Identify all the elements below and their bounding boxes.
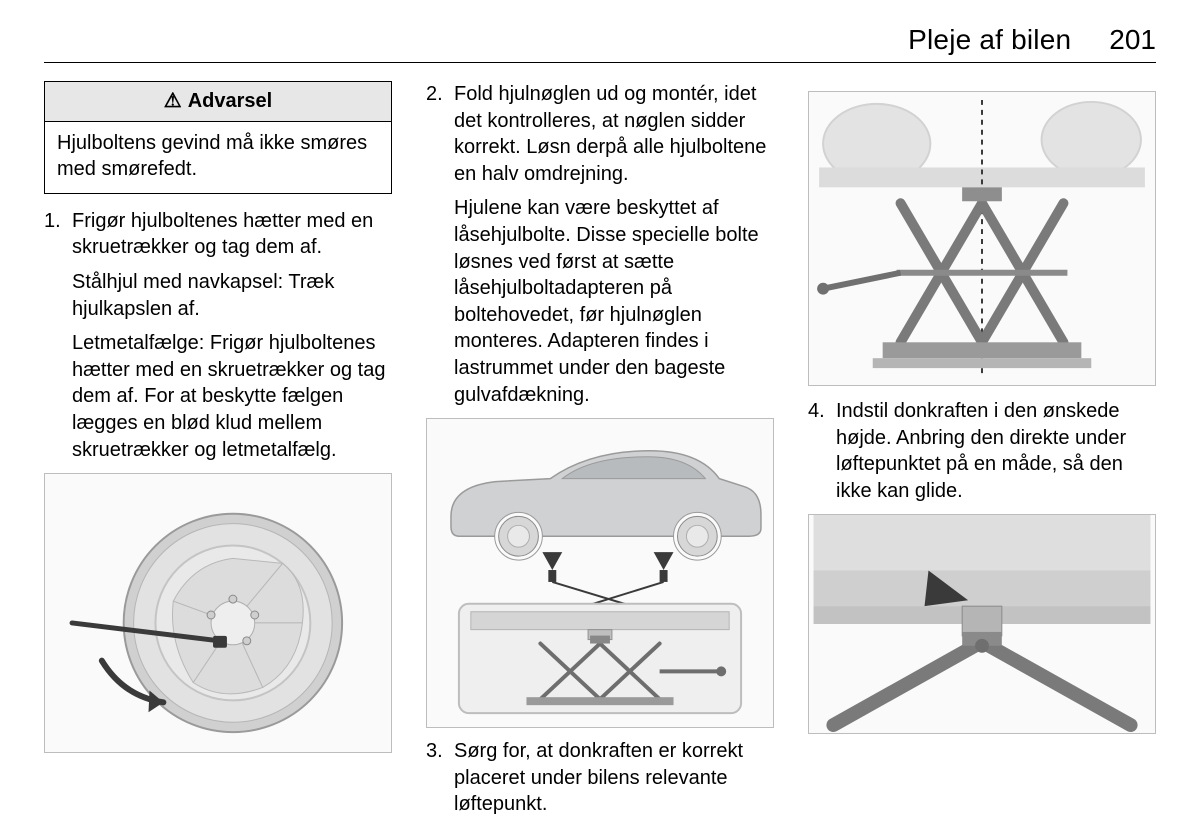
section-title: Pleje af bilen (908, 24, 1071, 56)
step-4-text: Indstil donkraften i den ønskede højde. … (836, 400, 1126, 502)
warning-icon: ⚠ (164, 90, 182, 112)
content-columns: ⚠ Advarsel Hjulboltens gevind må ikke smø… (44, 81, 1156, 826)
warning-box: ⚠ Advarsel Hjulboltens gevind må ikke smø… (44, 81, 392, 194)
column-1: ⚠ Advarsel Hjulboltens gevind må ikke smø… (44, 81, 392, 826)
step-2: Fold hjulnøglen ud og montér, idet det k… (426, 81, 774, 408)
steps-list-col2a: Fold hjulnøglen ud og montér, idet det k… (426, 81, 774, 408)
step-1-p3: Letmetalfælge: Frigør hjulboltenes hætte… (72, 330, 392, 463)
car-jack-points-illustration (427, 419, 773, 727)
jack-raised-illustration (809, 92, 1155, 385)
figure-tire-wrench (44, 473, 392, 753)
figure-jack-raised (808, 91, 1156, 386)
steps-list-col3: Indstil donkraften i den ønskede højde. … (808, 398, 1156, 504)
step-4: Indstil donkraften i den ønskede højde. … (808, 398, 1156, 504)
step-2-p2: Hjulene kan være beskyttet af låsehjulbo… (454, 195, 774, 408)
figure-car-jack-points (426, 418, 774, 728)
step-1-text: Frigør hjulboltenes hætter med en skruet… (72, 210, 373, 259)
figure-jack-point-closeup (808, 514, 1156, 734)
steps-list-col2b: Sørg for, at donkraften er korrekt place… (426, 738, 774, 818)
steps-list-col1: Frigør hjulboltenes hætter med en skruet… (44, 208, 392, 463)
warning-body: Hjulboltens gevind må ikke smøres med sm… (45, 122, 391, 193)
column-2: Fold hjulnøglen ud og montér, idet det k… (426, 81, 774, 826)
jack-point-closeup-illustration (809, 515, 1155, 733)
step-1-p2: Stålhjul med navkapsel: Træk hjulkapslen… (72, 269, 392, 322)
page-header: Pleje af bilen 201 (44, 24, 1156, 63)
step-2-text: Fold hjulnøglen ud og montér, idet det k… (454, 83, 766, 185)
warning-title-row: ⚠ Advarsel (45, 82, 391, 122)
warning-title: Advarsel (188, 90, 273, 112)
step-3: Sørg for, at donkraften er korrekt place… (426, 738, 774, 818)
tire-wrench-illustration (45, 474, 391, 752)
page-number: 201 (1109, 24, 1156, 56)
column-3: Indstil donkraften i den ønskede højde. … (808, 81, 1156, 826)
step-3-text: Sørg for, at donkraften er korrekt place… (454, 740, 743, 815)
step-1: Frigør hjulboltenes hætter med en skruet… (44, 208, 392, 463)
